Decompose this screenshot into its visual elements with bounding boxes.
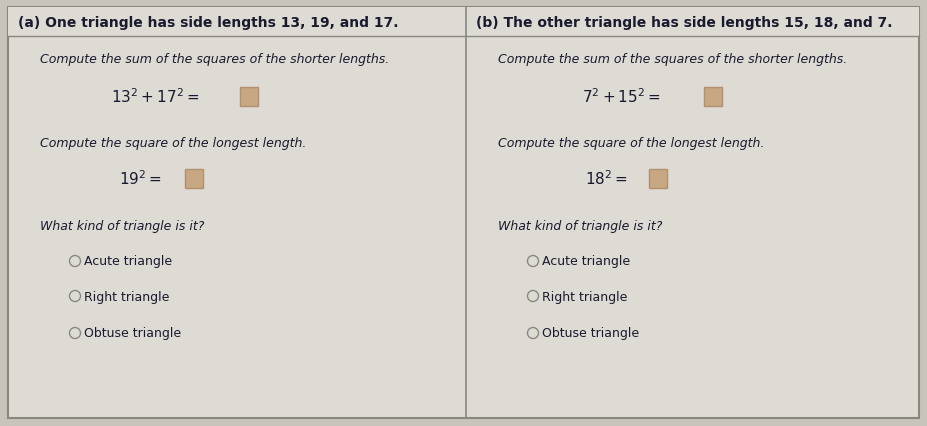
Circle shape <box>70 291 81 302</box>
Circle shape <box>527 328 539 339</box>
FancyBboxPatch shape <box>8 8 919 37</box>
Circle shape <box>70 256 81 267</box>
Text: (a) One triangle has side lengths 13, 19, and 17.: (a) One triangle has side lengths 13, 19… <box>18 16 399 30</box>
Text: $13^2 + 17^2 =$: $13^2 + 17^2 =$ <box>111 87 199 106</box>
FancyBboxPatch shape <box>704 87 722 106</box>
Text: Compute the square of the longest length.: Compute the square of the longest length… <box>498 137 765 150</box>
Text: Acute triangle: Acute triangle <box>84 255 172 268</box>
Text: Acute triangle: Acute triangle <box>542 255 630 268</box>
Text: Obtuse triangle: Obtuse triangle <box>542 327 639 340</box>
FancyBboxPatch shape <box>240 87 258 106</box>
Text: Obtuse triangle: Obtuse triangle <box>84 327 181 340</box>
Text: $19^2 =$: $19^2 =$ <box>119 169 161 188</box>
Circle shape <box>527 291 539 302</box>
Text: Right triangle: Right triangle <box>84 290 170 303</box>
Text: (b) The other triangle has side lengths 15, 18, and 7.: (b) The other triangle has side lengths … <box>476 16 893 30</box>
FancyBboxPatch shape <box>185 169 203 188</box>
FancyBboxPatch shape <box>8 8 919 418</box>
Circle shape <box>70 328 81 339</box>
Circle shape <box>527 256 539 267</box>
Text: Right triangle: Right triangle <box>542 290 628 303</box>
Text: $7^2 + 15^2 =$: $7^2 + 15^2 =$ <box>581 87 660 106</box>
Text: Compute the square of the longest length.: Compute the square of the longest length… <box>40 137 307 150</box>
Text: Compute the sum of the squares of the shorter lengths.: Compute the sum of the squares of the sh… <box>40 52 389 65</box>
FancyBboxPatch shape <box>649 169 667 188</box>
Text: What kind of triangle is it?: What kind of triangle is it? <box>498 220 663 233</box>
Text: Compute the sum of the squares of the shorter lengths.: Compute the sum of the squares of the sh… <box>498 52 847 65</box>
Text: What kind of triangle is it?: What kind of triangle is it? <box>40 220 204 233</box>
Text: $18^2 =$: $18^2 =$ <box>585 169 628 188</box>
